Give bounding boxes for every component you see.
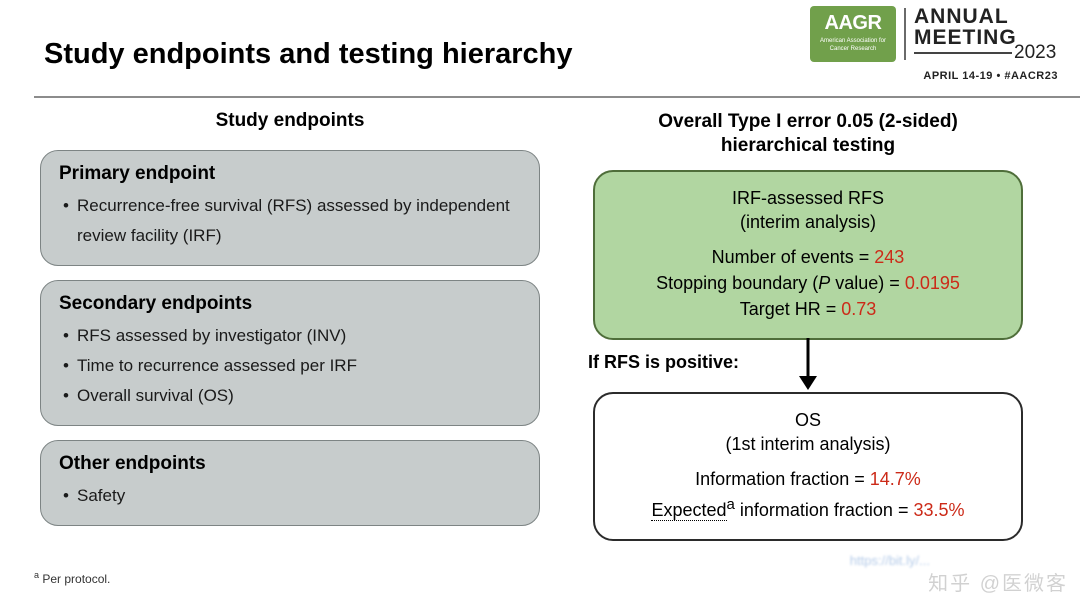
left-column: Study endpoints Primary endpoint Recurre… [40, 110, 540, 540]
header-rule [34, 96, 1080, 98]
flow-arrow: If RFS is positive: [572, 338, 1044, 392]
right-column: Overall Type I error 0.05 (2-sided) hier… [572, 110, 1044, 541]
aacr-badge-main: AAGR [810, 6, 896, 35]
logo-year-line [914, 52, 1012, 54]
rfs-hr-line: Target HR = 0.73 [615, 296, 1001, 322]
secondary-endpoints-list: RFS assessed by investigator (INV) Time … [59, 321, 521, 411]
right-heading-l2: hierarchical testing [721, 135, 895, 156]
list-item: Overall survival (OS) [63, 381, 521, 411]
slide: Study endpoints and testing hierarchy AA… [0, 0, 1080, 608]
list-item: Recurrence-free survival (RFS) assessed … [63, 191, 521, 251]
rfs-boundary-line: Stopping boundary (P value) = 0.0195 [615, 270, 1001, 296]
url-hint: https://bit.ly/... [850, 553, 930, 568]
secondary-endpoints-title: Secondary endpoints [59, 293, 521, 315]
list-item: RFS assessed by investigator (INV) [63, 321, 521, 351]
aacr-badge-sub: American Association for Cancer Research [810, 35, 896, 53]
os-info-line: Information fraction = 14.7% [615, 466, 1001, 492]
right-heading: Overall Type I error 0.05 (2-sided) hier… [572, 110, 1044, 158]
rfs-hr-value: 0.73 [841, 299, 876, 319]
list-item: Time to recurrence assessed per IRF [63, 351, 521, 381]
os-info-value: 14.7% [870, 469, 921, 489]
primary-endpoint-list: Recurrence-free survival (RFS) assessed … [59, 191, 521, 251]
logo-meeting: MEETING [914, 27, 1017, 49]
other-endpoints-title: Other endpoints [59, 453, 521, 475]
footnote: a Per protocol. [34, 570, 110, 586]
left-heading: Study endpoints [40, 110, 540, 132]
right-heading-l1: Overall Type I error 0.05 (2-sided) [658, 111, 958, 132]
logo-divider [904, 8, 906, 60]
os-expected-line: Expecteda information fraction = 33.5% [615, 492, 1001, 523]
rfs-events-line: Number of events = 243 [615, 244, 1001, 270]
logo-annual: ANNUAL [914, 6, 1009, 28]
logo-dates: APRIL 14-19 • #AACR23 [923, 70, 1058, 82]
logo-year: 2023 [1014, 42, 1056, 64]
arrow-label: If RFS is positive: [588, 352, 739, 373]
arrow-head-icon [799, 376, 817, 390]
slide-title: Study endpoints and testing hierarchy [44, 38, 573, 71]
other-endpoints-box: Other endpoints Safety [40, 440, 540, 526]
secondary-endpoints-box: Secondary endpoints RFS assessed by inve… [40, 280, 540, 426]
primary-endpoint-title: Primary endpoint [59, 163, 521, 185]
arrow-line-icon [807, 338, 810, 378]
os-expected-value: 33.5% [913, 500, 964, 520]
os-box: OS (1st interim analysis) Information fr… [593, 392, 1023, 541]
header: Study endpoints and testing hierarchy AA… [0, 0, 1080, 96]
rfs-events-value: 243 [874, 247, 904, 267]
rfs-boundary-value: 0.0195 [905, 273, 960, 293]
primary-endpoint-box: Primary endpoint Recurrence-free surviva… [40, 150, 540, 266]
rfs-box: IRF-assessed RFS (interim analysis) Numb… [593, 170, 1023, 340]
list-item: Safety [63, 481, 521, 511]
os-box-title: OS (1st interim analysis) [615, 408, 1001, 456]
aacr-badge-icon: AAGR American Association for Cancer Res… [810, 6, 896, 62]
other-endpoints-list: Safety [59, 481, 521, 511]
aacr-logo-block: AAGR American Association for Cancer Res… [810, 6, 1070, 88]
watermark: 知乎 @医微客 [928, 567, 1068, 596]
rfs-box-title: IRF-assessed RFS (interim analysis) [615, 186, 1001, 234]
